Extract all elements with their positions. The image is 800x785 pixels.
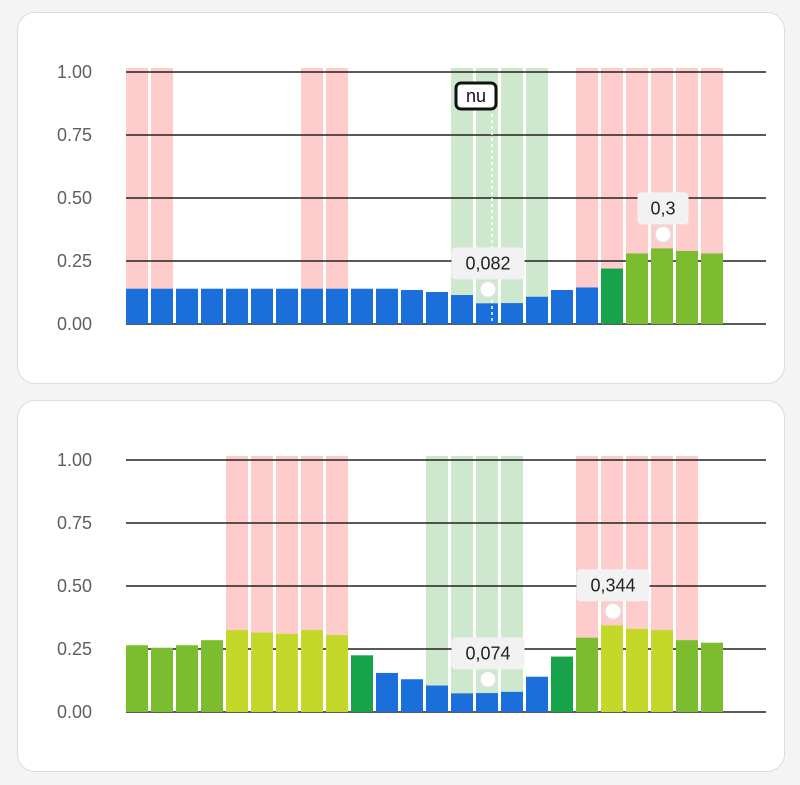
- bar-14: [476, 693, 498, 712]
- callout-dot-0: [479, 670, 497, 689]
- bar-21: [651, 248, 673, 324]
- bar-16: [526, 296, 548, 324]
- bar-8: [326, 635, 348, 712]
- bar-1: [151, 288, 173, 324]
- bar-7: [301, 288, 323, 324]
- bar-10: [376, 288, 398, 324]
- offpeak-band-2-16: [526, 68, 548, 324]
- callout-box-1: [576, 569, 650, 602]
- callout-box-0: [451, 247, 525, 280]
- bar-5: [251, 288, 273, 324]
- y-tick-label: 0.00: [57, 702, 92, 722]
- bar-4: [226, 288, 248, 324]
- bar-12: [426, 291, 448, 324]
- peak-band-1-7: [301, 68, 323, 324]
- bar-22: [676, 640, 698, 712]
- bar-18: [576, 637, 598, 712]
- peak-band-1-8: [326, 68, 348, 324]
- peak-band-0-1: [151, 68, 173, 324]
- bar-19: [601, 268, 623, 324]
- bar-20: [626, 628, 648, 712]
- bar-12: [426, 685, 448, 712]
- y-tick-label: 0.00: [57, 314, 92, 334]
- bar-6: [276, 288, 298, 324]
- bar-8: [326, 288, 348, 324]
- bar-23: [701, 642, 723, 712]
- peak-band-3-19: [601, 68, 623, 324]
- callout-dot-1: [654, 225, 672, 244]
- now-marker-label: nu: [466, 86, 486, 106]
- bar-17: [551, 656, 573, 712]
- bar-13: [451, 295, 473, 324]
- bar-10: [376, 672, 398, 712]
- bar-9: [351, 288, 373, 324]
- bar-18: [576, 287, 598, 324]
- offpeak-band-1-12: [426, 456, 448, 712]
- y-tick-label: 0.25: [57, 639, 92, 659]
- bar-1: [151, 647, 173, 712]
- bar-22: [676, 250, 698, 324]
- bar-0: [126, 645, 148, 712]
- price-bar-chart-1[interactable]: 1.00 0.75 0.50 0.25 0.00 nu 0,082 0,3: [18, 13, 784, 383]
- y-tick-label: 1.00: [57, 450, 92, 470]
- price-bar-chart-2[interactable]: 1.00 0.75 0.50 0.25 0.00 0,074 0,344: [18, 401, 784, 771]
- price-chart-card-2: 1.00 0.75 0.50 0.25 0.00 0,074 0,344: [17, 400, 785, 772]
- bar-7: [301, 630, 323, 712]
- bar-19: [601, 625, 623, 712]
- callout-dot-0: [479, 280, 497, 299]
- peak-band-3-18: [576, 68, 598, 324]
- offpeak-band-1-13: [451, 456, 473, 712]
- offpeak-band-1-15: [501, 456, 523, 712]
- callout-label-1: 0,3: [650, 198, 675, 218]
- callout-box-1: [637, 192, 689, 225]
- bar-0: [126, 288, 148, 324]
- peak-band-0-0: [126, 68, 148, 324]
- callout-label-0: 0,082: [465, 253, 510, 273]
- callout-label-0: 0,074: [465, 643, 510, 663]
- bar-4: [226, 630, 248, 712]
- bar-23: [701, 253, 723, 324]
- y-tick-label: 0.75: [57, 125, 92, 145]
- offpeak-band-2-15: [501, 68, 523, 324]
- y-tick-label: 0.25: [57, 251, 92, 271]
- bar-6: [276, 633, 298, 712]
- bar-2: [176, 288, 198, 324]
- bar-9: [351, 655, 373, 712]
- now-marker-badge: [454, 81, 498, 111]
- bar-2: [176, 645, 198, 712]
- y-tick-label: 0.75: [57, 513, 92, 533]
- price-chart-card-1: 1.00 0.75 0.50 0.25 0.00 nu 0,082 0,3: [17, 12, 785, 384]
- bar-21: [651, 630, 673, 712]
- bar-3: [201, 640, 223, 712]
- callout-label-1: 0,344: [590, 575, 635, 595]
- y-tick-label: 1.00: [57, 62, 92, 82]
- bar-13: [451, 693, 473, 712]
- bar-14: [476, 303, 498, 324]
- bar-15: [501, 303, 523, 324]
- bar-15: [501, 691, 523, 712]
- callout-box-0: [451, 637, 525, 670]
- bar-20: [626, 253, 648, 324]
- bar-11: [401, 679, 423, 712]
- bar-3: [201, 288, 223, 324]
- bar-5: [251, 632, 273, 712]
- bar-16: [526, 676, 548, 712]
- callout-dot-1: [604, 602, 622, 621]
- bar-11: [401, 289, 423, 324]
- bar-17: [551, 289, 573, 324]
- y-tick-label: 0.50: [57, 188, 92, 208]
- y-tick-label: 0.50: [57, 576, 92, 596]
